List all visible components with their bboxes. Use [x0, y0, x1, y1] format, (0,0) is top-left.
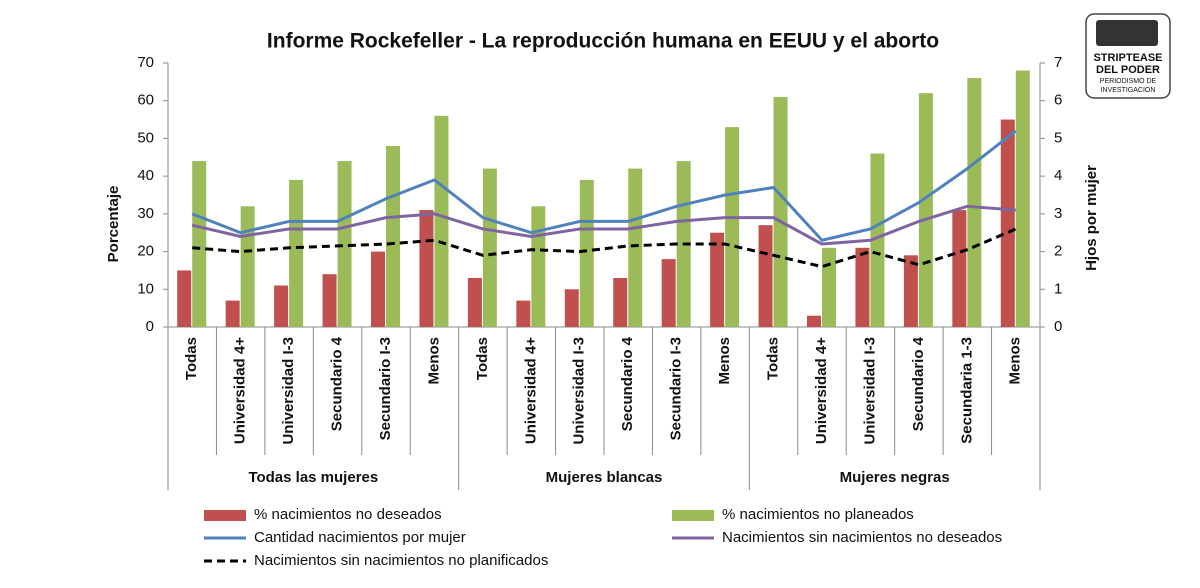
logo: STRIPTEASE DEL PODER PERIODISMO DE INVES… [1085, 13, 1171, 99]
x-tick-label: Todas [183, 337, 200, 380]
bar [467, 277, 482, 327]
x-tick-label: Menos [1007, 337, 1024, 385]
bar [710, 232, 725, 327]
logo-icon [1096, 20, 1158, 46]
x-tick-label: Menos [425, 337, 442, 385]
y-tick-label: 20 [137, 243, 154, 260]
y2-tick-label: 7 [1054, 54, 1062, 71]
x-tick-label: Universidad 4+ [522, 337, 539, 444]
y-tick-label: 30 [137, 205, 154, 222]
bar [773, 96, 788, 327]
y2-tick-label: 4 [1054, 167, 1062, 184]
bar [870, 153, 885, 327]
y-tick-label: 50 [137, 129, 154, 146]
bar [952, 210, 967, 327]
legend-swatch [204, 510, 246, 521]
bar [564, 289, 579, 327]
x-tick-label: Secundario I-3 [668, 337, 685, 440]
line [191, 204, 1016, 246]
y-tick-label: 70 [137, 54, 154, 71]
bar [274, 285, 289, 327]
logo-title: STRIPTEASE [1093, 52, 1162, 64]
logo-title: DEL PODER [1096, 64, 1160, 76]
y2-tick-label: 6 [1054, 92, 1062, 109]
x-tick-label: Secundaria 1-3 [958, 337, 975, 444]
bar [531, 206, 546, 327]
x-tick-label: Menos [716, 337, 733, 385]
y-tick-label: 10 [137, 280, 154, 297]
x-tick-label: Secundario 4 [910, 336, 927, 431]
bar [177, 270, 192, 327]
line [191, 129, 1017, 242]
bar [613, 277, 628, 327]
bar [725, 127, 740, 327]
legend-swatch [672, 510, 714, 521]
legend-label: Nacimientos sin nacimientos no planifica… [254, 552, 548, 569]
y2-tick-label: 5 [1054, 129, 1062, 146]
bar [1000, 119, 1015, 327]
bar [628, 168, 643, 327]
y2-tick-label: 2 [1054, 243, 1062, 260]
x-tick-label: Universidad 4+ [813, 337, 830, 444]
bar [337, 161, 352, 327]
bar [192, 161, 207, 327]
y-axis-label: Porcentaje [105, 186, 122, 263]
bar [240, 206, 255, 327]
y2-tick-label: 0 [1054, 318, 1062, 335]
bar [807, 315, 821, 327]
bar [822, 247, 836, 327]
x-tick-label: Secundario 4 [329, 336, 346, 431]
x-tick-label: Universidad I-3 [861, 337, 878, 445]
bar [855, 247, 870, 327]
x-tick-label: Todas [474, 337, 491, 380]
legend-label: Nacimientos sin nacimientos no deseados [722, 529, 1002, 546]
bar [918, 93, 933, 328]
legend-label: % nacimientos no deseados [254, 506, 442, 523]
y-tick-label: 0 [146, 318, 154, 335]
bar [903, 255, 918, 327]
bar [289, 179, 304, 327]
group-label: Mujeres blancas [546, 469, 663, 486]
x-tick-label: Secundario I-3 [377, 337, 394, 440]
legend-label: % nacimientos no planeados [722, 506, 914, 523]
x-tick-label: Universidad I-3 [280, 337, 297, 445]
x-tick-label: Universidad I-3 [571, 337, 588, 445]
bar [371, 251, 385, 327]
x-tick-label: Todas [765, 337, 782, 380]
bar [758, 225, 773, 327]
bar [419, 210, 434, 327]
bar [482, 168, 497, 327]
group-label: Todas las mujeres [248, 469, 378, 486]
bar [434, 115, 449, 327]
y-tick-label: 60 [137, 92, 154, 109]
logo-subtitle: PERIODISMO DE [1100, 78, 1157, 85]
bar [516, 300, 531, 327]
y-tick-label: 40 [137, 167, 154, 184]
bar [322, 274, 337, 327]
x-tick-label: Universidad 4+ [232, 337, 249, 444]
logo-subtitle: INVESTIGACION [1101, 87, 1156, 94]
group-label: Mujeres negras [840, 469, 950, 486]
bar [967, 78, 982, 327]
x-tick-label: Secundario 4 [619, 336, 636, 431]
bar [579, 179, 594, 327]
bar [225, 300, 240, 327]
line [192, 227, 1017, 269]
bar [1015, 70, 1030, 328]
chart-title: Informe Rockefeller - La reproducción hu… [267, 30, 939, 53]
bar [386, 145, 400, 327]
legend-label: Cantidad nacimientos por mujer [254, 529, 466, 546]
y2-axis-label: Hjos por mujer [1083, 165, 1100, 271]
y2-tick-label: 3 [1054, 205, 1062, 222]
y2-tick-label: 1 [1054, 280, 1062, 297]
bar [661, 259, 676, 327]
